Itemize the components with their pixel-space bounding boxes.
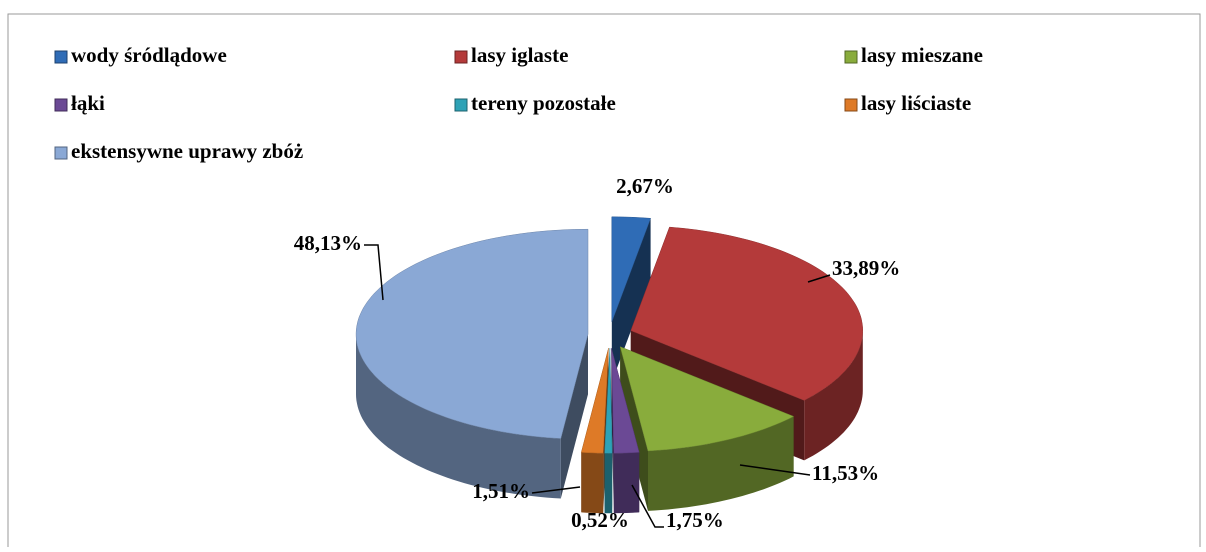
pie-slice — [611, 216, 651, 382]
slice — [619, 346, 795, 452]
data-label: 48,13% — [294, 231, 362, 255]
data-label: 1,51% — [472, 479, 530, 503]
data-label: 11,53% — [812, 461, 879, 485]
leader-line — [631, 484, 664, 528]
slice-wall — [356, 334, 561, 499]
legend-swatch — [454, 98, 468, 112]
slice-wall — [648, 416, 794, 511]
legend-label: lasy liściaste — [861, 91, 971, 115]
legend-label: tereny pozostałe — [471, 91, 616, 115]
legend-label: ekstensywne uprawy zbóż — [71, 139, 303, 163]
slice-wall — [581, 452, 604, 514]
slice-side — [620, 346, 648, 511]
slice-wall — [804, 330, 863, 461]
legend-label: wody śródlądowe — [71, 43, 227, 67]
slice-side — [560, 334, 588, 499]
slice — [630, 226, 863, 401]
legend-swatch — [844, 98, 858, 112]
leader-line — [739, 464, 811, 476]
leader-line — [364, 244, 384, 301]
legend-label: łąki — [71, 91, 105, 115]
legend-label: lasy iglaste — [471, 43, 568, 67]
legend-swatch — [454, 50, 468, 64]
leader-line — [807, 274, 831, 283]
frame — [7, 13, 1201, 547]
pie-slice — [580, 348, 609, 514]
legend-swatch — [844, 50, 858, 64]
data-label: 1,75% — [666, 508, 724, 532]
data-label: 2,67% — [616, 174, 674, 198]
legend-swatch — [54, 50, 68, 64]
pie-slice — [611, 348, 640, 514]
slice — [604, 348, 613, 454]
slice-wall — [613, 452, 640, 514]
pie-slice — [355, 228, 589, 499]
slice — [611, 216, 651, 322]
leader-line — [531, 486, 581, 494]
legend-swatch — [54, 98, 68, 112]
slice — [611, 348, 640, 454]
slice — [355, 228, 589, 439]
data-label: 0,52% — [571, 508, 629, 532]
legend-label: lasy mieszane — [861, 43, 983, 67]
slice — [580, 348, 609, 454]
data-label: 33,89% — [832, 256, 900, 280]
pie-slice — [604, 348, 613, 514]
slice-side — [611, 348, 614, 514]
slice-wall — [604, 453, 613, 514]
legend-swatch — [54, 146, 68, 160]
slice-side — [611, 218, 651, 382]
pie-slice — [619, 346, 795, 511]
